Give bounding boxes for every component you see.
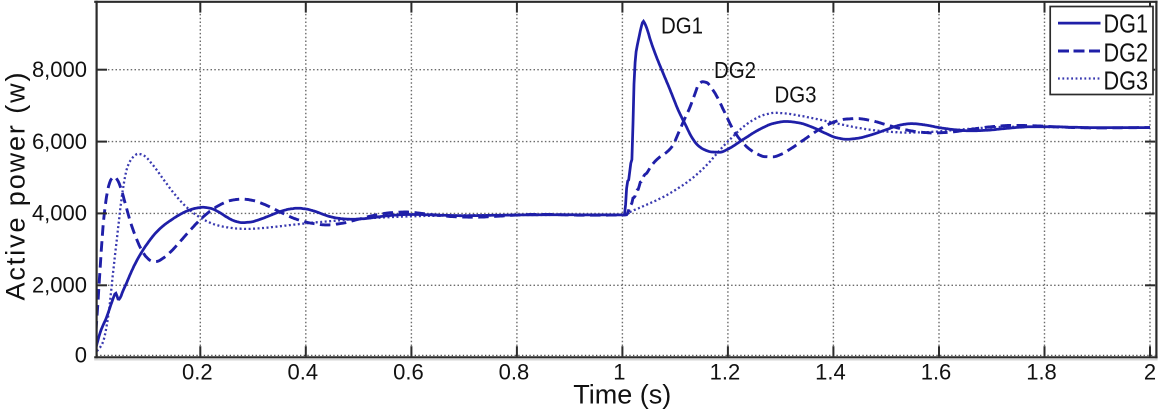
svg-text:0.2: 0.2 xyxy=(182,360,213,385)
svg-text:DG2: DG2 xyxy=(1104,37,1149,67)
svg-text:8,000: 8,000 xyxy=(32,57,87,82)
svg-text:2: 2 xyxy=(1144,360,1156,385)
svg-text:0.8: 0.8 xyxy=(499,360,530,385)
svg-text:1: 1 xyxy=(613,360,625,385)
svg-text:DG1: DG1 xyxy=(1104,9,1149,39)
svg-text:0: 0 xyxy=(75,342,87,367)
svg-text:Time (s): Time (s) xyxy=(573,380,671,410)
svg-text:2,000: 2,000 xyxy=(32,273,87,298)
svg-text:DG3: DG3 xyxy=(775,82,817,108)
svg-text:DG3: DG3 xyxy=(1104,65,1149,95)
svg-text:Active power (w): Active power (w) xyxy=(1,73,31,301)
svg-text:0.6: 0.6 xyxy=(393,360,424,385)
svg-text:DG1: DG1 xyxy=(661,13,703,39)
svg-text:DG2: DG2 xyxy=(714,57,756,83)
svg-text:1.8: 1.8 xyxy=(1026,360,1057,385)
svg-text:4,000: 4,000 xyxy=(32,201,87,226)
svg-text:0.4: 0.4 xyxy=(288,360,319,385)
svg-text:1.2: 1.2 xyxy=(710,360,741,385)
svg-text:1.6: 1.6 xyxy=(921,360,952,385)
svg-text:1.4: 1.4 xyxy=(815,360,846,385)
svg-text:6,000: 6,000 xyxy=(32,129,87,154)
